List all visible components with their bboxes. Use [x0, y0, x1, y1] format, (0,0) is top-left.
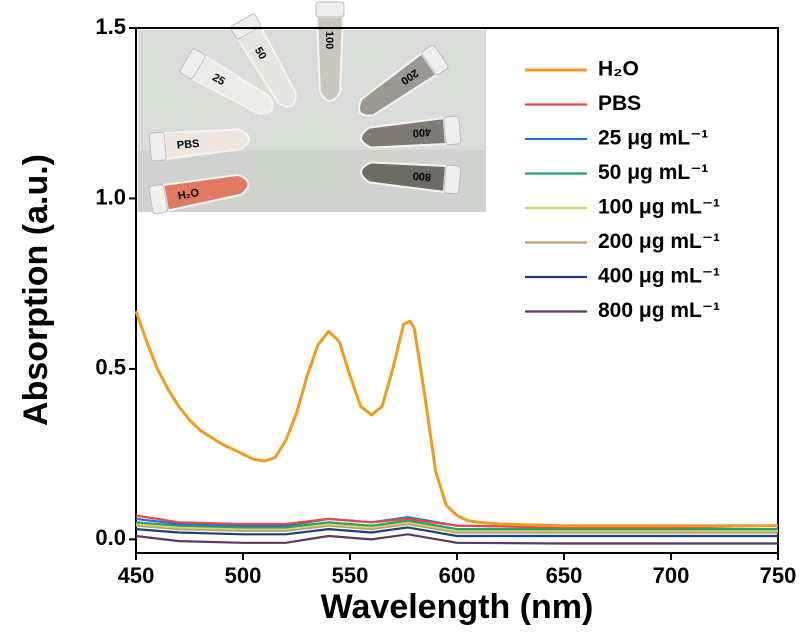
x-tick-label: 650: [546, 563, 583, 588]
inset-tube: PBS: [148, 128, 250, 162]
inset-label: 400: [412, 125, 431, 139]
inset-label: PBS: [176, 138, 200, 152]
inset-tube: 200: [358, 44, 449, 117]
inset-tube: H₂O: [148, 173, 250, 215]
legend-label: H₂O: [598, 58, 639, 81]
inset-label: 50: [252, 45, 269, 62]
inset-tube: 400: [360, 115, 462, 149]
tube-body: [360, 117, 448, 149]
tube-body: [162, 128, 250, 160]
tube-cap: [421, 44, 449, 75]
x-tick-label: 450: [118, 563, 155, 588]
tube-cap: [315, 1, 345, 18]
y-tick-label: 0.5: [95, 355, 126, 380]
inset-tube: 50: [230, 13, 297, 108]
x-tick-label: 550: [332, 563, 369, 588]
y-tick-label: 0.0: [95, 525, 126, 550]
y-tick-label: 1.0: [95, 184, 126, 209]
tube-cap: [443, 164, 462, 195]
x-tick-label: 500: [225, 563, 262, 588]
inset-tube: 25: [179, 48, 274, 115]
inset-label: 100: [323, 31, 335, 49]
legend-label: PBS: [598, 92, 641, 115]
tube-body: [162, 173, 250, 212]
legend-label: 50 μg mL⁻¹: [598, 161, 708, 184]
data-line: [135, 514, 779, 529]
x-tick-label: 750: [760, 563, 797, 588]
y-axis-title: Absorption (a.u.): [17, 154, 55, 426]
tube-cap: [230, 13, 262, 40]
data-line: [135, 519, 778, 531]
data-line: [135, 526, 778, 538]
inset-tube: 800: [360, 161, 462, 195]
inset-label: 25: [210, 72, 227, 89]
tube-cap: [148, 184, 169, 215]
tube-body: [236, 25, 297, 108]
y-tick-label: 1.5: [95, 14, 126, 39]
tube-body: [358, 52, 438, 117]
legend-label: 400 μg mL⁻¹: [598, 265, 720, 288]
tube-cap: [443, 115, 462, 146]
data-line: [135, 533, 778, 545]
data-line: [135, 521, 778, 532]
x-tick-label: 600: [439, 563, 476, 588]
legend-label: 800 μg mL⁻¹: [598, 299, 720, 322]
inset-photo: H₂O PBS 25 50 100 200 400 800: [138, 1, 486, 215]
tube-body: [360, 161, 448, 193]
legend-label: 100 μg mL⁻¹: [598, 196, 720, 219]
tube-cap: [179, 48, 206, 80]
inset-label: H₂O: [177, 187, 201, 203]
x-tick-label: 700: [653, 563, 690, 588]
legend-label: 200 μg mL⁻¹: [598, 230, 720, 253]
x-axis-title: Wavelength (nm): [321, 588, 594, 626]
legend-label: 25 μg mL⁻¹: [598, 127, 708, 150]
tube-cap: [148, 131, 167, 162]
data-line: [134, 310, 778, 528]
tube-body: [191, 54, 274, 115]
inset-tube: 100: [315, 1, 345, 102]
inset-label: 800: [412, 169, 431, 183]
tube-body: [315, 16, 345, 102]
data-line: [135, 522, 778, 534]
